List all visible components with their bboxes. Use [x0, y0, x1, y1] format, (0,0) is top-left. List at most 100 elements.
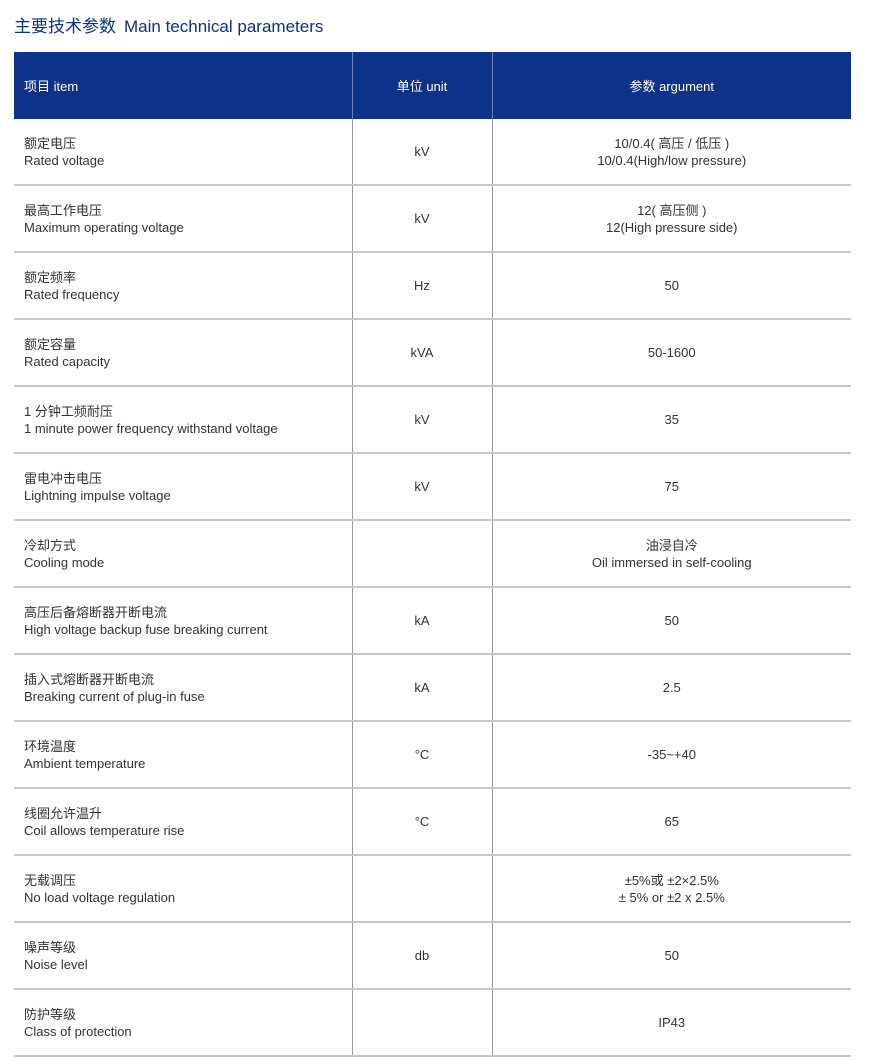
table-row: 线圈允许温升 Coil allows temperature rise °C 65: [14, 788, 851, 856]
value-line: 50: [664, 278, 679, 293]
table-row: 冷却方式 Cooling mode 油浸自冷 Oil immersed in self…: [14, 520, 851, 588]
table-row: 最高工作电压 Maximum operating voltage kV 12( 高压侧…: [14, 185, 851, 253]
table-row: 1 分钟工频耐压 1 minute power frequency withsta…: [14, 386, 851, 454]
item-cell: 线圈允许温升 Coil allows temperature rise: [14, 788, 352, 856]
header-item: 项目 item: [14, 52, 352, 119]
unit-cell: °C: [351, 788, 492, 856]
item-en: No load voltage regulation: [24, 889, 176, 905]
value-line: IP43: [658, 1015, 686, 1030]
item-cell: 噪声等级 Noise level: [14, 922, 352, 990]
item-cell: 防护等级 Class of protection: [14, 989, 352, 1057]
value-cell: 50: [491, 252, 851, 320]
value-line: ±5%或 ±2×2.5%: [624, 872, 719, 888]
value-line: 50-1600: [647, 345, 696, 360]
value-cell: 2.5: [491, 654, 851, 722]
item-cell: 额定电压 Rated voltage: [14, 119, 352, 186]
item-zh: 高压后备熔断器开断电流: [24, 604, 168, 620]
value-cell: 35: [491, 386, 851, 454]
item-zh: 最高工作电压: [24, 202, 103, 218]
header-argument: 参数 argument: [491, 52, 851, 119]
item-zh: 无载调压: [24, 872, 77, 888]
value-line: 10/0.4(High/low pressure): [597, 152, 747, 168]
header-unit: 单位 unit: [351, 52, 492, 119]
item-zh: 防护等级: [24, 1006, 77, 1022]
item-en: Rated frequency: [24, 286, 120, 302]
item-zh: 冷却方式: [24, 537, 77, 553]
value-cell: 50-1600: [491, 319, 851, 387]
value-cell: 油浸自冷 Oil immersed in self-cooling: [491, 520, 851, 588]
unit-cell: kVA: [351, 319, 492, 387]
item-zh: 额定频率: [24, 269, 77, 285]
value-line: Oil immersed in self-cooling: [591, 554, 752, 570]
page-title: 主要技术参数 Main technical parameters: [14, 12, 323, 37]
unit-cell: [351, 520, 492, 588]
value-line: -35~+40: [647, 747, 696, 762]
unit-cell: [351, 989, 492, 1057]
unit-cell: kA: [351, 587, 492, 655]
value-line: 12(High pressure side): [605, 219, 738, 235]
value-line: 2.5: [662, 680, 681, 695]
value-line: 65: [664, 814, 679, 829]
value-line: 50: [664, 948, 679, 963]
item-en: Class of protection: [24, 1023, 132, 1039]
parameters-table: 项目 item 单位 unit 参数 argument 额定电压 Rated vo…: [14, 52, 851, 1057]
item-en: Rated capacity: [24, 353, 110, 369]
table-row: 额定容量 Rated capacity kVA 50-1600: [14, 319, 851, 387]
value-cell: -35~+40: [491, 721, 851, 789]
item-zh: 线圈允许温升: [24, 805, 103, 821]
item-zh: 环境温度: [24, 738, 77, 754]
item-en: Ambient temperature: [24, 755, 146, 771]
table-row: 高压后备熔断器开断电流 High voltage backup fuse brea…: [14, 587, 851, 655]
title-zh: 主要技术参数: [14, 17, 116, 36]
value-cell: 12( 高压侧 ) 12(High pressure side): [491, 185, 851, 253]
value-line: 75: [664, 479, 679, 494]
unit-cell: kA: [351, 654, 492, 722]
item-cell: 雷电冲击电压 Lightning impulse voltage: [14, 453, 352, 521]
table-row: 额定电压 Rated voltage kV 10/0.4( 高压 / 低压 ) 10/0…: [14, 119, 851, 186]
item-cell: 无载调压 No load voltage regulation: [14, 855, 352, 923]
item-en: Rated voltage: [24, 152, 105, 168]
item-cell: 高压后备熔断器开断电流 High voltage backup fuse brea…: [14, 587, 352, 655]
item-en: Breaking current of plug-in fuse: [24, 688, 205, 704]
item-en: Maximum operating voltage: [24, 219, 184, 235]
item-en: Noise level: [24, 956, 88, 972]
item-en: Cooling mode: [24, 554, 105, 570]
unit-cell: kV: [351, 453, 492, 521]
value-cell: 50: [491, 587, 851, 655]
unit-cell: kV: [351, 386, 492, 454]
table-row: 额定频率 Rated frequency Hz 50: [14, 252, 851, 320]
item-zh: 1 分钟工频耐压: [24, 403, 113, 419]
table-row: 雷电冲击电压 Lightning impulse voltage kV 75: [14, 453, 851, 521]
item-cell: 插入式熔断器开断电流 Breaking current of plug-in fu…: [14, 654, 352, 722]
value-line: 12( 高压侧 ): [637, 202, 707, 218]
value-line: 油浸自冷: [645, 537, 698, 553]
value-line: 10/0.4( 高压 / 低压 ): [614, 135, 730, 151]
item-en: Lightning impulse voltage: [24, 487, 171, 503]
item-zh: 额定容量: [24, 336, 77, 352]
item-cell: 额定容量 Rated capacity: [14, 319, 352, 387]
unit-cell: kV: [351, 119, 492, 186]
title-en: Main technical parameters: [124, 17, 324, 36]
item-en: 1 minute power frequency withstand volta…: [24, 420, 278, 436]
table-row: 环境温度 Ambient temperature °C -35~+40: [14, 721, 851, 789]
value-cell: ±5%或 ±2×2.5% ± 5% or ±2 x 2.5%: [491, 855, 851, 923]
item-zh: 噪声等级: [24, 939, 77, 955]
item-zh: 雷电冲击电压: [24, 470, 103, 486]
unit-cell: kV: [351, 185, 492, 253]
value-cell: 50: [491, 922, 851, 990]
value-cell: 10/0.4( 高压 / 低压 ) 10/0.4(High/low pressur…: [491, 119, 851, 186]
value-cell: 65: [491, 788, 851, 856]
item-zh: 额定电压: [24, 135, 77, 151]
value-line: 50: [664, 613, 679, 628]
item-en: Coil allows temperature rise: [24, 822, 185, 838]
item-zh: 插入式熔断器开断电流: [24, 671, 155, 687]
value-line: ± 5% or ±2 x 2.5%: [618, 889, 725, 905]
unit-cell: °C: [351, 721, 492, 789]
table-row: 防护等级 Class of protection IP43: [14, 989, 851, 1057]
unit-cell: db: [351, 922, 492, 990]
value-cell: IP43: [491, 989, 851, 1057]
item-cell: 1 分钟工频耐压 1 minute power frequency withsta…: [14, 386, 352, 454]
unit-cell: [351, 855, 492, 923]
item-cell: 额定频率 Rated frequency: [14, 252, 352, 320]
item-cell: 环境温度 Ambient temperature: [14, 721, 352, 789]
